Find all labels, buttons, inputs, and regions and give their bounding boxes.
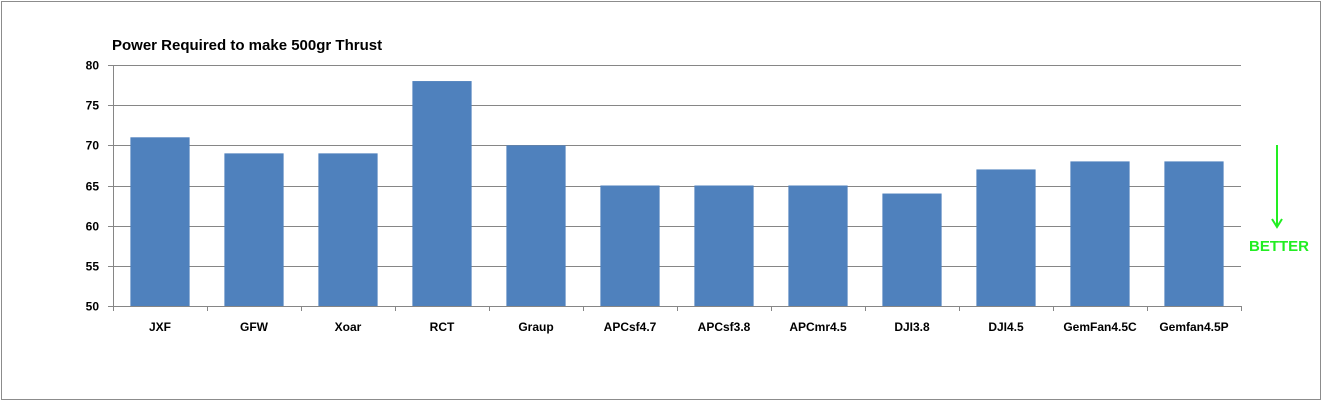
bar-graup [506, 145, 566, 306]
x-tick-label: Xoar [335, 320, 362, 334]
x-tick-label: DJI3.8 [894, 320, 930, 334]
x-tick-label: APCsf4.7 [604, 320, 657, 334]
y-tick-labels: 50 55 60 65 70 75 80 [86, 59, 100, 314]
y-tick-label: 55 [86, 260, 100, 274]
x-tick-label: GFW [240, 320, 269, 334]
x-tick-label: RCT [430, 320, 455, 334]
bar-gfw [224, 153, 284, 306]
y-tick-label: 50 [86, 300, 100, 314]
x-tick-label: DJI4.5 [988, 320, 1024, 334]
y-tick-label: 75 [86, 99, 100, 113]
bar-xoar [318, 153, 378, 306]
y-tick-label: 80 [86, 59, 100, 73]
bar-apcmr4-5 [788, 185, 848, 306]
x-tick-label: JXF [149, 320, 171, 334]
bar-rct [412, 81, 472, 306]
y-tick-label: 60 [86, 220, 100, 234]
x-tick-label: GemFan4.5C [1063, 320, 1137, 334]
y-tick-label: 70 [86, 139, 100, 153]
x-tick-label: APCsf3.8 [698, 320, 751, 334]
bar-jxf [130, 137, 190, 306]
bar-gemfan4-5c [1070, 161, 1130, 306]
bar-apcsf4-7 [600, 185, 660, 306]
bar-apcsf3-8 [694, 185, 754, 306]
y-tick-label: 65 [86, 180, 100, 194]
bars [130, 81, 1224, 306]
x-tick-labels: JXF GFW Xoar RCT Graup APCsf4.7 APCsf3.8 APCmr4… [149, 320, 1229, 334]
bar-dji3-8 [882, 193, 942, 306]
x-tick-label: APCmr4.5 [789, 320, 847, 334]
x-tick-label: Gemfan4.5P [1159, 320, 1228, 334]
bar-gemfan4-5p [1164, 161, 1224, 306]
bar-dji4-5 [976, 169, 1036, 306]
gridlines [113, 65, 1241, 267]
chart-title: Power Required to make 500gr Thrust [112, 37, 382, 54]
axes [108, 65, 1242, 311]
better-label: BETTER [1249, 238, 1309, 255]
better-annotation: BETTER [1249, 145, 1309, 255]
x-tick-label: Graup [518, 320, 553, 334]
arrow-head-icon [1271, 218, 1283, 229]
